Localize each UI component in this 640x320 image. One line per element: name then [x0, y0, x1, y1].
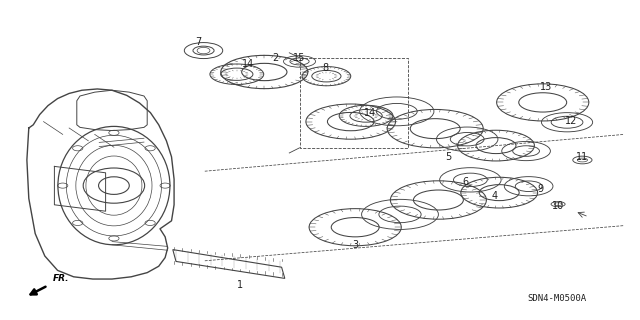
Text: 5: 5 [445, 152, 451, 162]
Text: 2: 2 [272, 52, 278, 63]
Text: SDN4-M0500A: SDN4-M0500A [527, 294, 586, 303]
Text: 15: 15 [293, 52, 306, 63]
Text: 1: 1 [237, 280, 243, 291]
Text: 3: 3 [352, 240, 358, 250]
Text: 6: 6 [463, 177, 469, 188]
Text: 7: 7 [195, 36, 202, 47]
Text: 11: 11 [576, 152, 589, 163]
Text: 14: 14 [242, 59, 255, 69]
Text: 8: 8 [322, 63, 328, 73]
Text: 13: 13 [540, 82, 552, 92]
Text: FR.: FR. [52, 274, 69, 283]
Text: 10: 10 [552, 201, 564, 212]
Text: 12: 12 [565, 116, 578, 126]
Text: 14: 14 [364, 108, 376, 118]
Text: 9: 9 [538, 184, 544, 195]
Text: 4: 4 [492, 191, 498, 201]
